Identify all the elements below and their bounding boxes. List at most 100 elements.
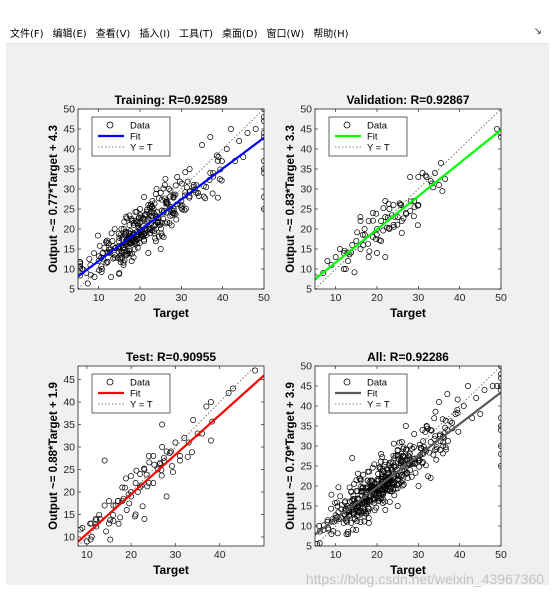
data-point [349,455,356,461]
data-point [181,435,188,441]
data-point [351,480,358,487]
data-point [134,219,141,226]
data-point [442,176,449,182]
data-point [351,269,358,276]
data-point [199,142,205,148]
data-point [149,198,156,204]
data-point [378,451,385,457]
y-tick-label: 25 [63,204,75,216]
data-point [316,528,323,535]
data-point [380,227,387,234]
y-tick-label: 20 [63,224,75,236]
menu-view[interactable]: 查看(V) [95,29,131,40]
data-point [371,461,378,468]
plot-data-layer [78,366,264,546]
dock-arrow-icon[interactable]: ↘ [533,26,542,37]
data-point [190,417,197,423]
data-point [385,475,392,482]
data-point [454,396,461,403]
data-point [391,455,398,462]
data-point [332,254,339,260]
data-point [394,214,401,220]
data-point [324,258,331,264]
data-point [345,531,352,537]
menu-help[interactable]: 帮助(H) [313,29,349,40]
data-point [182,205,189,212]
data-point [157,246,164,252]
data-point [145,480,152,486]
data-point [394,447,401,453]
data-point [134,244,141,251]
data-point [402,423,409,429]
data-point [402,210,409,216]
data-point [151,222,158,229]
data-point [407,174,414,180]
data-point [382,507,389,513]
data-point [166,220,173,227]
data-point [344,518,351,525]
data-point [138,482,145,489]
data-point [127,250,134,257]
data-point [128,258,135,264]
data-point [376,464,383,471]
data-point [431,170,438,176]
menu-edit[interactable]: 编辑(E) [52,29,87,40]
menu-insert[interactable]: 插入(I) [139,29,171,40]
data-point [398,439,405,445]
data-point [92,516,99,522]
data-point [120,262,127,268]
menu-file[interactable]: 文件(F) [10,29,44,40]
data-point [146,226,153,232]
data-point [328,531,335,537]
data-point [184,453,191,460]
data-point [207,399,214,405]
data-point [147,209,154,216]
x-tick-label: 50 [258,292,270,304]
data-point [218,177,225,184]
y-tick-label: 15 [63,244,75,256]
data-point [334,530,341,537]
data-point [159,444,166,450]
data-point [173,216,180,223]
data-point [163,199,170,206]
menu-window[interactable]: 窗口(W) [266,29,305,40]
x-tick-label: 10 [93,292,105,304]
data-point [337,493,344,500]
data-point [190,182,197,188]
data-point [345,258,352,264]
legend-entry: Y = T [130,143,153,154]
legend-entry: Fit [367,389,378,400]
y-tick-label: 30 [63,442,75,454]
plot-data-layer [315,366,501,546]
data-point [133,240,140,247]
data-point [159,232,165,239]
data-point [126,222,133,229]
data-point [78,260,84,267]
data-point [167,204,174,210]
plot-title: Test: R=0.90955 [126,350,216,364]
y-tick-label: 35 [63,419,75,431]
legend-marker-data [343,378,351,386]
data-point [117,232,124,239]
data-point [144,208,151,215]
data-point [118,248,125,255]
menu-tools[interactable]: 工具(T) [179,29,214,40]
data-point [178,180,185,187]
data-point [431,415,438,422]
axes-box [77,108,265,290]
data-point [403,446,409,453]
data-point [172,439,179,446]
data-point [364,477,371,484]
data-point [174,174,181,180]
data-point [365,505,372,512]
data-point [449,419,456,426]
menu-desktop[interactable]: 桌面(D) [222,29,258,40]
data-point [157,190,164,196]
data-point [348,489,355,495]
data-point [252,367,259,374]
y-tick-label: 30 [300,184,312,196]
data-point [353,527,360,533]
data-point [400,481,407,488]
data-point [230,385,236,392]
data-point [156,195,162,202]
